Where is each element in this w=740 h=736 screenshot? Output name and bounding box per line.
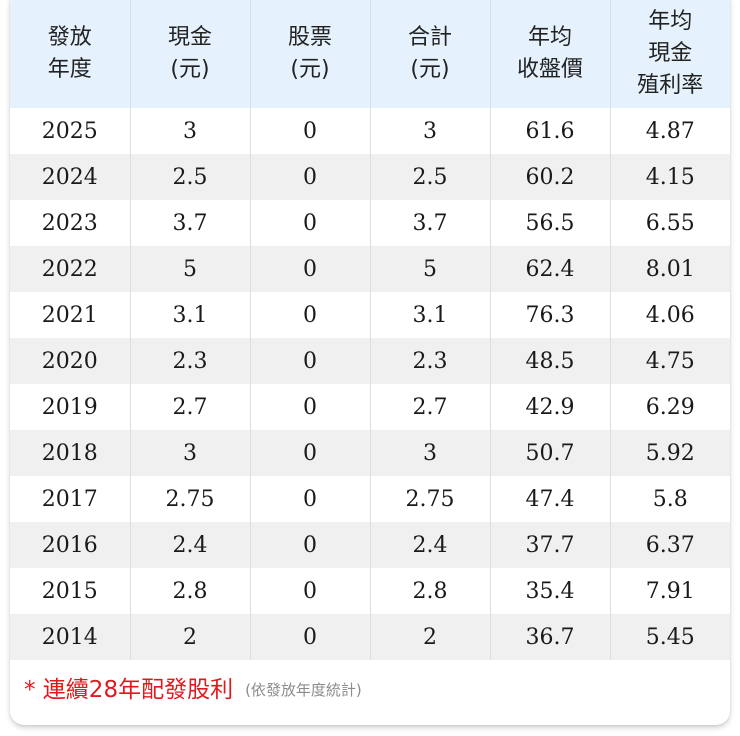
cell-avg-price: 56.5 [489, 200, 610, 246]
header-avg-cash-yield: 年均 現金 殖利率 [609, 0, 730, 108]
cell-cash: 3 [129, 430, 250, 476]
cell-avg-price: 37.7 [489, 522, 610, 568]
cell-yield: 5.45 [609, 614, 730, 660]
table-row: 2016 2.4 0 2.4 37.7 6.37 [10, 522, 730, 568]
cell-cash: 2.75 [129, 476, 250, 522]
cell-year: 2014 [10, 614, 130, 660]
cell-year: 2018 [10, 430, 130, 476]
table-row: 2022 5 0 5 62.4 8.01 [10, 246, 730, 292]
cell-yield: 5.92 [609, 430, 730, 476]
cell-stock: 0 [249, 246, 370, 292]
cell-avg-price: 36.7 [489, 614, 610, 660]
cell-stock: 0 [249, 292, 370, 338]
consecutive-dividend-note: * 連續28年配發股利 [24, 677, 234, 703]
table-row: 2017 2.75 0 2.75 47.4 5.8 [10, 476, 730, 522]
header-total-dividend: 合計 (元) [369, 0, 490, 108]
cell-yield: 4.87 [609, 108, 730, 154]
cell-total: 2.75 [369, 476, 490, 522]
cell-cash: 3.1 [129, 292, 250, 338]
cell-total: 2.7 [369, 384, 490, 430]
cell-stock: 0 [249, 568, 370, 614]
table-row: 2021 3.1 0 3.1 76.3 4.06 [10, 292, 730, 338]
cell-year: 2016 [10, 522, 130, 568]
cell-total: 5 [369, 246, 490, 292]
dividend-history-card: 發放 年度 現金 (元) 股票 (元) 合計 (元) 年均 收盤價 [10, 0, 730, 725]
cell-avg-price: 42.9 [489, 384, 610, 430]
cell-avg-price: 60.2 [489, 154, 610, 200]
table-row: 2019 2.7 0 2.7 42.9 6.29 [10, 384, 730, 430]
footnote: * 連續28年配發股利 (依發放年度統計) [10, 660, 730, 714]
cell-stock: 0 [249, 522, 370, 568]
cell-year: 2023 [10, 200, 130, 246]
table-row: 2014 2 0 2 36.7 5.45 [10, 614, 730, 660]
cell-total: 3.1 [369, 292, 490, 338]
cell-total: 2 [369, 614, 490, 660]
cell-cash: 2.7 [129, 384, 250, 430]
table-header-row: 發放 年度 現金 (元) 股票 (元) 合計 (元) 年均 收盤價 [10, 0, 730, 108]
cell-stock: 0 [249, 154, 370, 200]
cell-total: 2.8 [369, 568, 490, 614]
cell-stock: 0 [249, 338, 370, 384]
cell-stock: 0 [249, 430, 370, 476]
table-row: 2018 3 0 3 50.7 5.92 [10, 430, 730, 476]
cell-cash: 2 [129, 614, 250, 660]
cell-yield: 4.15 [609, 154, 730, 200]
table-row: 2023 3.7 0 3.7 56.5 6.55 [10, 200, 730, 246]
statistics-basis-note: (依發放年度統計) [245, 680, 362, 699]
cell-yield: 4.75 [609, 338, 730, 384]
cell-stock: 0 [249, 200, 370, 246]
cell-yield: 6.37 [609, 522, 730, 568]
cell-yield: 6.29 [609, 384, 730, 430]
cell-total: 3 [369, 108, 490, 154]
cell-total: 2.3 [369, 338, 490, 384]
cell-yield: 8.01 [609, 246, 730, 292]
cell-total: 3.7 [369, 200, 490, 246]
cell-stock: 0 [249, 384, 370, 430]
table-row: 2024 2.5 0 2.5 60.2 4.15 [10, 154, 730, 200]
cell-stock: 0 [249, 108, 370, 154]
cell-year: 2024 [10, 154, 130, 200]
cell-avg-price: 47.4 [489, 476, 610, 522]
dividend-table: 發放 年度 現金 (元) 股票 (元) 合計 (元) 年均 收盤價 [10, 0, 730, 660]
cell-cash: 2.3 [129, 338, 250, 384]
cell-avg-price: 50.7 [489, 430, 610, 476]
cell-cash: 2.4 [129, 522, 250, 568]
cell-yield: 7.91 [609, 568, 730, 614]
cell-yield: 5.8 [609, 476, 730, 522]
header-avg-close-price: 年均 收盤價 [489, 0, 610, 108]
cell-year: 2019 [10, 384, 130, 430]
table-row: 2020 2.3 0 2.3 48.5 4.75 [10, 338, 730, 384]
cell-cash: 3 [129, 108, 250, 154]
cell-year: 2021 [10, 292, 130, 338]
cell-avg-price: 62.4 [489, 246, 610, 292]
cell-year: 2022 [10, 246, 130, 292]
cell-yield: 4.06 [609, 292, 730, 338]
cell-avg-price: 61.6 [489, 108, 610, 154]
cell-stock: 0 [249, 476, 370, 522]
cell-year: 2025 [10, 108, 130, 154]
header-distribution-year: 發放 年度 [10, 0, 130, 108]
cell-avg-price: 35.4 [489, 568, 610, 614]
header-cash-dividend: 現金 (元) [129, 0, 250, 108]
cell-total: 2.4 [369, 522, 490, 568]
cell-year: 2015 [10, 568, 130, 614]
cell-stock: 0 [249, 614, 370, 660]
cell-avg-price: 76.3 [489, 292, 610, 338]
table-body: 2025 3 0 3 61.6 4.87 2024 2.5 0 2.5 60.2… [10, 108, 730, 660]
table-row: 2025 3 0 3 61.6 4.87 [10, 108, 730, 154]
cell-cash: 5 [129, 246, 250, 292]
cell-total: 3 [369, 430, 490, 476]
cell-yield: 6.55 [609, 200, 730, 246]
cell-avg-price: 48.5 [489, 338, 610, 384]
header-stock-dividend: 股票 (元) [249, 0, 370, 108]
cell-year: 2017 [10, 476, 130, 522]
cell-year: 2020 [10, 338, 130, 384]
cell-total: 2.5 [369, 154, 490, 200]
cell-cash: 3.7 [129, 200, 250, 246]
table-row: 2015 2.8 0 2.8 35.4 7.91 [10, 568, 730, 614]
cell-cash: 2.8 [129, 568, 250, 614]
cell-cash: 2.5 [129, 154, 250, 200]
